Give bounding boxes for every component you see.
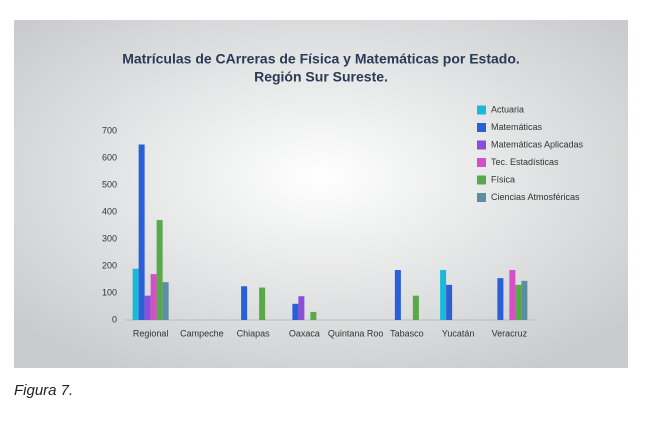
bar (497, 278, 504, 320)
y-tick-label: 100 (102, 287, 117, 297)
legend-swatch (477, 193, 486, 202)
chart-title: Matrículas de CArreras de Física y Matem… (122, 51, 520, 67)
y-tick-label: 400 (102, 206, 117, 216)
bar (162, 282, 169, 320)
legend-swatch (477, 175, 486, 185)
caption: Figura 7. (14, 382, 73, 399)
x-tick-label: Quintana Roo (328, 328, 384, 338)
bar (150, 274, 157, 320)
bar (298, 296, 305, 320)
bar (446, 284, 453, 320)
legend-label: Actuaria (491, 104, 524, 114)
x-tick-label: Yucatán (442, 328, 475, 338)
legend-label: Matemáticas Aplicadas (491, 139, 584, 149)
x-tick-label: Tabasco (390, 328, 424, 338)
legend-swatch (477, 158, 486, 167)
x-tick-label: Regional (133, 328, 169, 338)
chart-subtitle: Región Sur Sureste. (254, 69, 388, 85)
bar (241, 286, 248, 320)
bar (144, 295, 151, 320)
y-tick-label: 600 (102, 152, 117, 162)
bar (440, 270, 447, 320)
bar (310, 311, 317, 320)
legend-swatch (477, 140, 486, 150)
bar (515, 284, 522, 320)
legend-swatch (477, 123, 486, 132)
y-tick-label: 500 (102, 179, 117, 189)
legend-label: Ciencias Atmosféricas (491, 192, 580, 202)
y-tick-label: 700 (102, 125, 117, 135)
bar (394, 270, 401, 320)
legend-swatch (477, 105, 486, 115)
bar (521, 280, 528, 320)
bar (259, 287, 266, 320)
bar (412, 295, 419, 320)
y-tick-label: 0 (112, 314, 117, 324)
bar (292, 303, 299, 320)
x-tick-label: Chiapas (237, 328, 271, 338)
legend-label: Matemáticas (491, 122, 543, 132)
x-tick-label: Oaxaca (289, 328, 320, 338)
y-tick-label: 300 (102, 233, 117, 243)
bar (156, 220, 163, 320)
bar (132, 268, 139, 320)
y-tick-label: 200 (102, 260, 117, 270)
x-tick-label: Veracruz (492, 328, 528, 338)
legend-label: Física (491, 174, 515, 184)
bar (138, 144, 145, 320)
x-tick-label: Campeche (180, 328, 224, 338)
bar (509, 270, 516, 320)
legend-label: Tec. Estadísticas (491, 157, 559, 167)
